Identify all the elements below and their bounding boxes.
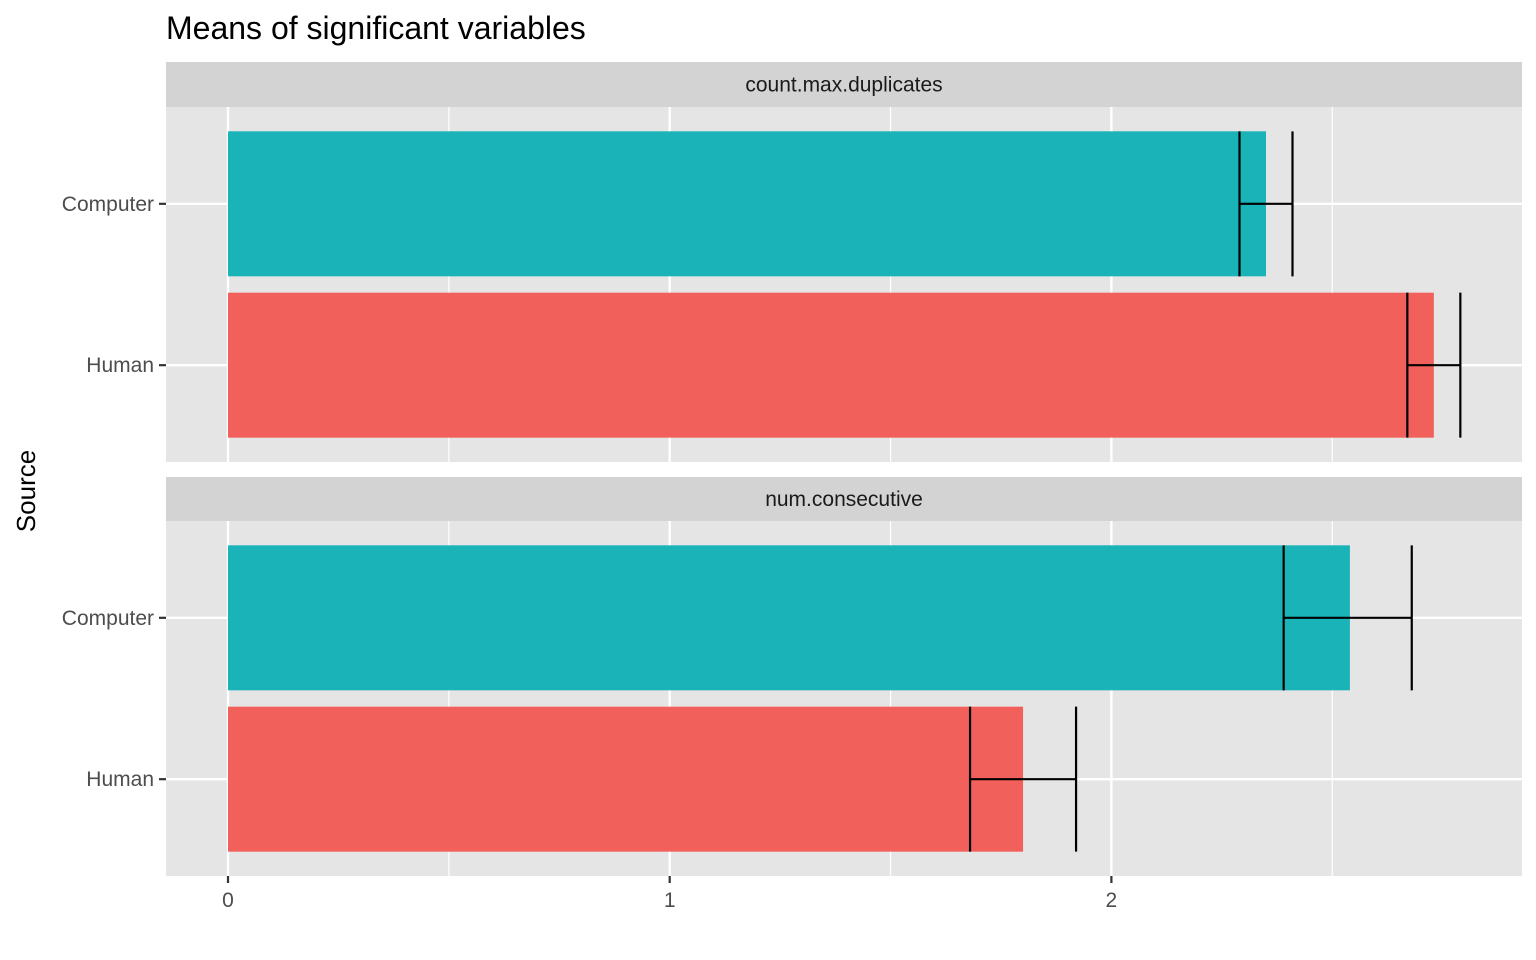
x-tick-label: 2 [1106, 889, 1118, 912]
bar-computer [228, 131, 1266, 277]
y-tick-label: Computer [62, 193, 154, 216]
bar-computer [228, 545, 1350, 691]
x-tick-label: 1 [664, 889, 676, 912]
facet-strip [166, 477, 1522, 521]
error-bar [1282, 545, 1413, 691]
bar-human [228, 292, 1434, 438]
panel-count.max.duplicates: count.max.duplicates Computer Human [62, 62, 1522, 462]
x-axis: 0 1 2 [222, 876, 1117, 912]
facet-strip [166, 62, 1522, 107]
x-tick-label: 0 [222, 889, 234, 912]
bar-human [228, 706, 1024, 852]
y-tick-label: Human [86, 768, 154, 791]
chart-title: Means of significant variables [166, 10, 586, 46]
panel-num.consecutive: num.consecutive Computer Human [62, 477, 1522, 876]
y-tick-label: Human [86, 354, 154, 377]
facet-strip-label: count.max.duplicates [745, 74, 942, 97]
error-bar [968, 706, 1078, 852]
y-tick-label: Computer [62, 607, 154, 630]
error-bar [1406, 292, 1462, 438]
facet-strip-label: num.consecutive [765, 488, 923, 511]
error-bar [1238, 131, 1294, 277]
panels: count.max.duplicatesComputerHumannum.con… [62, 62, 1522, 876]
y-axis-title: Source [11, 450, 41, 532]
